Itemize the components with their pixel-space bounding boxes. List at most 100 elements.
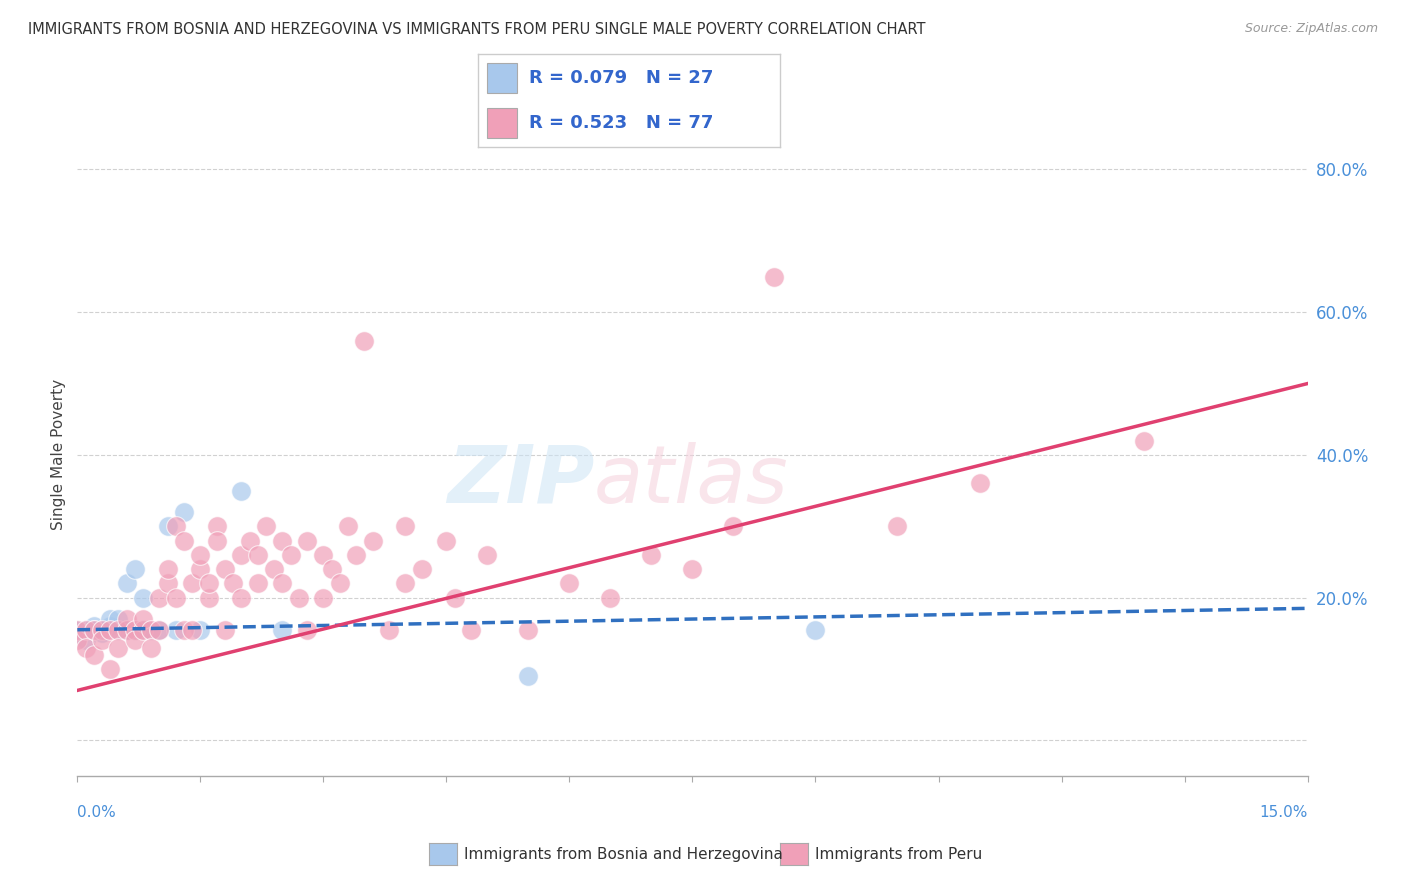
Point: [148, 623, 170, 637]
Point: [188, 548, 212, 562]
Point: [271, 576, 294, 591]
Point: [83, 623, 105, 637]
Point: [231, 591, 253, 605]
Point: [132, 623, 155, 637]
Point: [124, 562, 146, 576]
Point: [156, 519, 179, 533]
Point: [90, 626, 114, 640]
Point: [295, 533, 318, 548]
Point: [477, 548, 499, 562]
Point: [107, 623, 129, 637]
Point: [312, 548, 335, 562]
FancyBboxPatch shape: [486, 108, 517, 138]
Point: [231, 483, 253, 498]
Point: [124, 633, 146, 648]
Point: [148, 623, 170, 637]
Text: atlas: atlas: [595, 442, 789, 520]
Point: [337, 519, 360, 533]
Point: [271, 623, 294, 637]
FancyBboxPatch shape: [486, 63, 517, 93]
Point: [141, 623, 163, 637]
Point: [222, 576, 245, 591]
Point: [173, 533, 195, 548]
Point: [75, 623, 97, 637]
Point: [115, 623, 138, 637]
Y-axis label: Single Male Poverty: Single Male Poverty: [51, 379, 66, 531]
Text: Immigrants from Peru: Immigrants from Peru: [815, 847, 983, 862]
Point: [205, 519, 228, 533]
Point: [329, 576, 352, 591]
Point: [723, 519, 745, 533]
Point: [181, 576, 204, 591]
Point: [90, 633, 114, 648]
Point: [83, 623, 105, 637]
Text: Source: ZipAtlas.com: Source: ZipAtlas.com: [1244, 22, 1378, 36]
Point: [246, 576, 269, 591]
Point: [173, 505, 195, 519]
Text: R = 0.079   N = 27: R = 0.079 N = 27: [530, 69, 714, 87]
Point: [107, 640, 129, 655]
Point: [214, 562, 236, 576]
Text: 15.0%: 15.0%: [1260, 805, 1308, 820]
Point: [156, 562, 179, 576]
Point: [517, 623, 540, 637]
Point: [181, 623, 204, 637]
Point: [288, 591, 311, 605]
Point: [436, 533, 458, 548]
Point: [1132, 434, 1154, 448]
Point: [344, 548, 367, 562]
Point: [98, 623, 121, 637]
Point: [443, 591, 465, 605]
Point: [98, 619, 121, 633]
Point: [83, 648, 105, 662]
Point: [173, 623, 195, 637]
Point: [394, 576, 416, 591]
Point: [271, 533, 294, 548]
Point: [239, 533, 262, 548]
Point: [886, 519, 908, 533]
Point: [197, 576, 219, 591]
Point: [246, 548, 269, 562]
Point: [132, 591, 155, 605]
Point: [75, 640, 97, 655]
Point: [460, 623, 482, 637]
Point: [558, 576, 581, 591]
Point: [124, 623, 146, 637]
Point: [124, 623, 146, 637]
Point: [188, 623, 212, 637]
Point: [254, 519, 277, 533]
Point: [295, 623, 318, 637]
Point: [115, 612, 138, 626]
Text: IMMIGRANTS FROM BOSNIA AND HERZEGOVINA VS IMMIGRANTS FROM PERU SINGLE MALE POVER: IMMIGRANTS FROM BOSNIA AND HERZEGOVINA V…: [28, 22, 925, 37]
Text: ZIP: ZIP: [447, 442, 595, 520]
Point: [66, 623, 89, 637]
Point: [231, 548, 253, 562]
Point: [205, 533, 228, 548]
Point: [599, 591, 621, 605]
Point: [107, 623, 129, 637]
Point: [83, 619, 105, 633]
Point: [90, 623, 114, 637]
Point: [197, 591, 219, 605]
Point: [361, 533, 384, 548]
Point: [75, 623, 97, 637]
Point: [682, 562, 704, 576]
Point: [115, 576, 138, 591]
Point: [148, 591, 170, 605]
Point: [353, 334, 375, 348]
Point: [640, 548, 662, 562]
Point: [98, 662, 121, 676]
Point: [132, 612, 155, 626]
Point: [321, 562, 343, 576]
Point: [90, 623, 114, 637]
Text: R = 0.523   N = 77: R = 0.523 N = 77: [530, 114, 714, 132]
Point: [156, 576, 179, 591]
Point: [165, 623, 187, 637]
Point: [394, 519, 416, 533]
Point: [763, 269, 786, 284]
Point: [98, 612, 121, 626]
Point: [804, 623, 827, 637]
Text: 0.0%: 0.0%: [77, 805, 117, 820]
Point: [517, 669, 540, 683]
Point: [75, 633, 97, 648]
